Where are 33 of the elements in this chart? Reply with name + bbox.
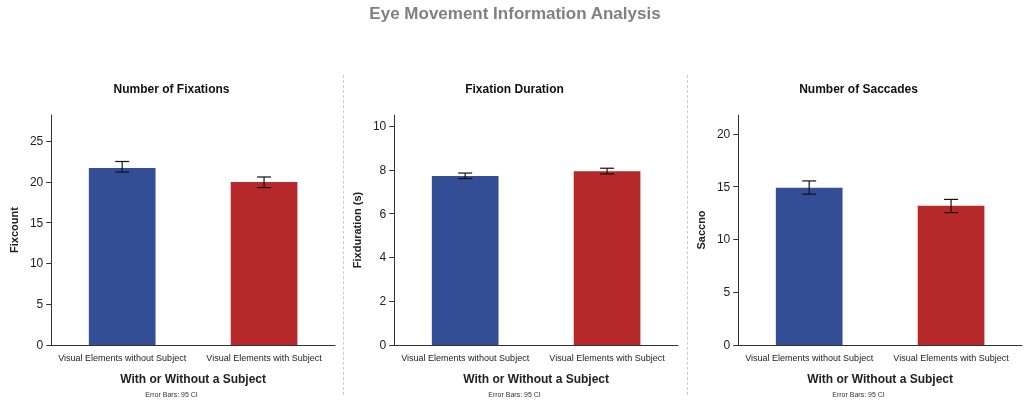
y-tick-label: 0 xyxy=(723,338,731,352)
x-tick-label: Visual Elements with Subject xyxy=(549,352,666,363)
y-axis-title: Fixduration (s) xyxy=(350,191,363,269)
x-axis-title: With or Without a Subject xyxy=(463,372,610,386)
x-axis-title: With or Without a Subject xyxy=(120,372,267,386)
x-axis-title: With or Without a Subject xyxy=(806,372,953,386)
y-tick-label: 25 xyxy=(29,134,44,149)
y-tick-label: 4 xyxy=(379,250,387,265)
y-tick-label: 15 xyxy=(716,179,731,194)
y-tick-label: 10 xyxy=(29,256,44,271)
chart-title: Number of Fixations xyxy=(113,82,230,96)
y-tick-label: 6 xyxy=(379,206,387,221)
text: Eye Movement Information Analysis xyxy=(368,4,662,24)
y-tick-label: 2 xyxy=(379,294,387,309)
chart-title: Fixation Duration xyxy=(465,82,565,96)
y-tick-label: 0 xyxy=(379,338,387,352)
x-tick-label: Visual Elements with Subject xyxy=(893,352,1009,363)
y-tick-label: 20 xyxy=(29,174,44,189)
y-tick-label: 10 xyxy=(373,118,387,133)
chart-title: Number of Saccades xyxy=(798,82,918,96)
y-tick-label: 8 xyxy=(379,162,387,177)
y-axis-title: Saccno xyxy=(694,210,707,250)
y-axis-title: Fixcount xyxy=(7,206,20,253)
y-tick-label: 15 xyxy=(29,215,44,230)
x-tick-label: Visual Elements with Subject xyxy=(206,352,323,363)
y-tick-label: 5 xyxy=(723,285,731,300)
y-tick-label: 5 xyxy=(36,297,44,312)
y-tick-label: 0 xyxy=(36,338,44,352)
y-tick-label: 20 xyxy=(716,126,731,141)
x-tick-label: Visual Elements without Subject xyxy=(401,352,530,363)
y-tick-label: 10 xyxy=(716,232,731,247)
x-tick-label: Visual Elements without Subject xyxy=(58,352,187,363)
x-tick-label: Visual Elements without Subject xyxy=(744,352,874,363)
